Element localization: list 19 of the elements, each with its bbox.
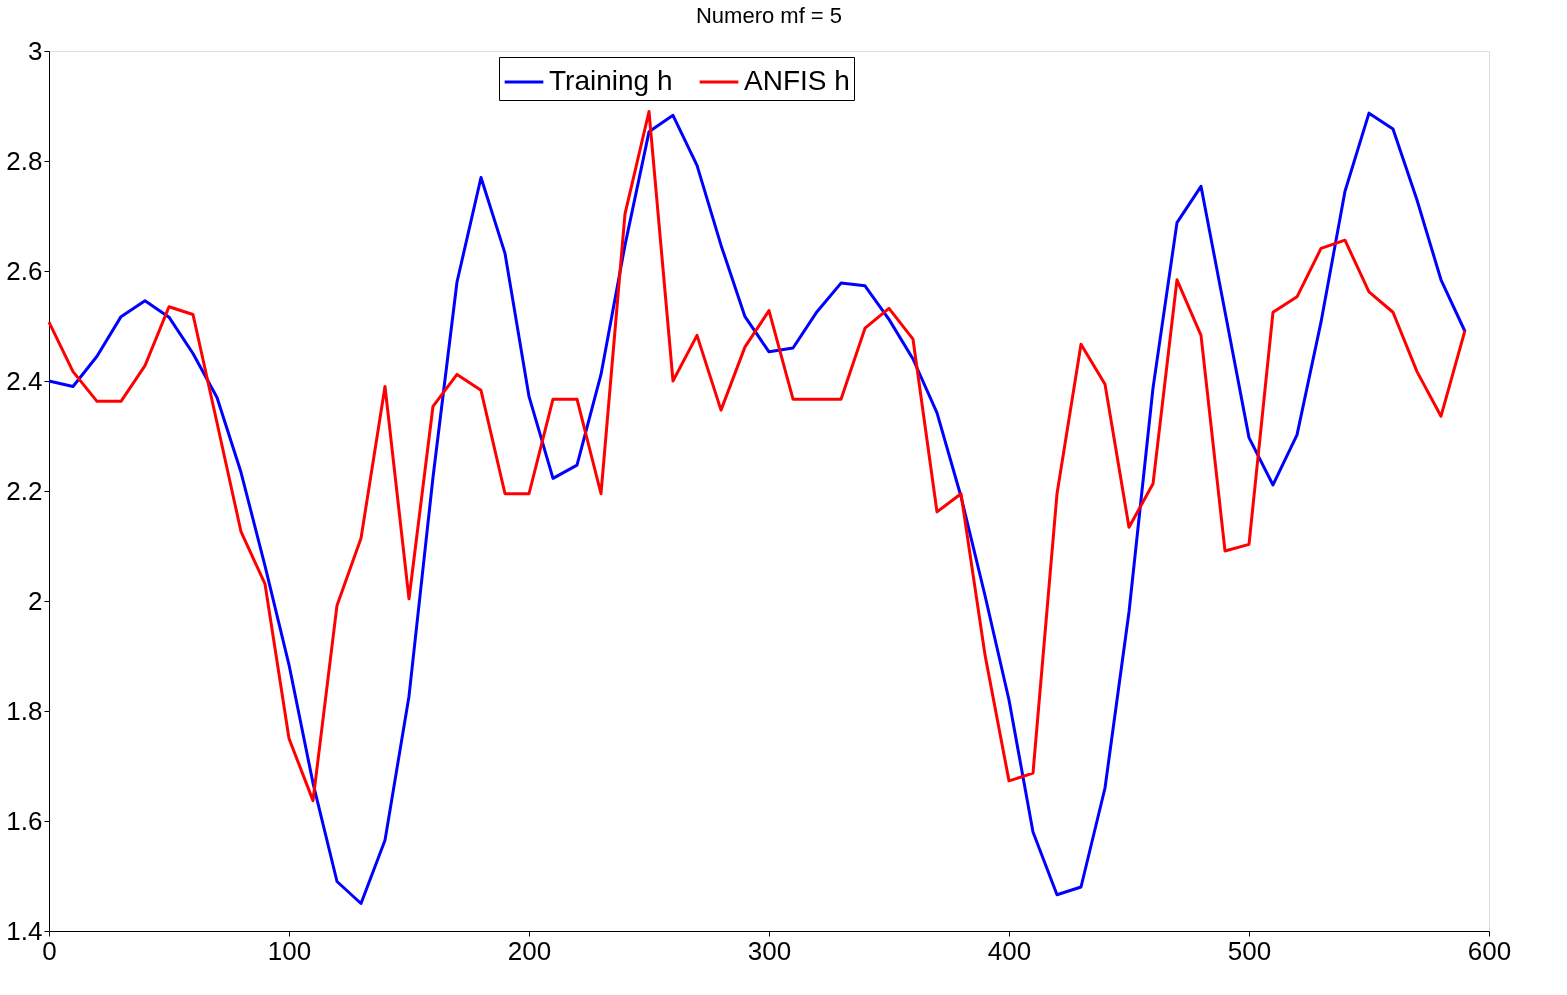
y-tick-label: 1.8 xyxy=(6,695,43,726)
x-tick-label: 500 xyxy=(1227,935,1272,966)
y-tick-label: 2.2 xyxy=(6,475,43,506)
y-tick-label: 2.8 xyxy=(6,145,43,176)
x-tick-label: 600 xyxy=(1467,935,1512,966)
x-tick-label: 300 xyxy=(747,935,792,966)
y-tick-label: 2.4 xyxy=(6,365,43,396)
legend-label: ANFIS h xyxy=(744,65,850,96)
y-tick-label: 2 xyxy=(28,585,43,616)
x-tick-label: 400 xyxy=(987,935,1032,966)
y-tick-label: 1.4 xyxy=(6,915,43,946)
x-tick-label: 100 xyxy=(267,935,312,966)
chart-title: Numero mf = 5 xyxy=(695,3,843,28)
x-tick-label: 200 xyxy=(507,935,552,966)
legend-label: Training h xyxy=(549,65,673,96)
x-tick-label: 0 xyxy=(42,935,57,966)
y-tick-label: 3 xyxy=(28,35,43,66)
y-tick-label: 1.6 xyxy=(6,805,43,836)
y-tick-label: 2.6 xyxy=(6,255,43,286)
